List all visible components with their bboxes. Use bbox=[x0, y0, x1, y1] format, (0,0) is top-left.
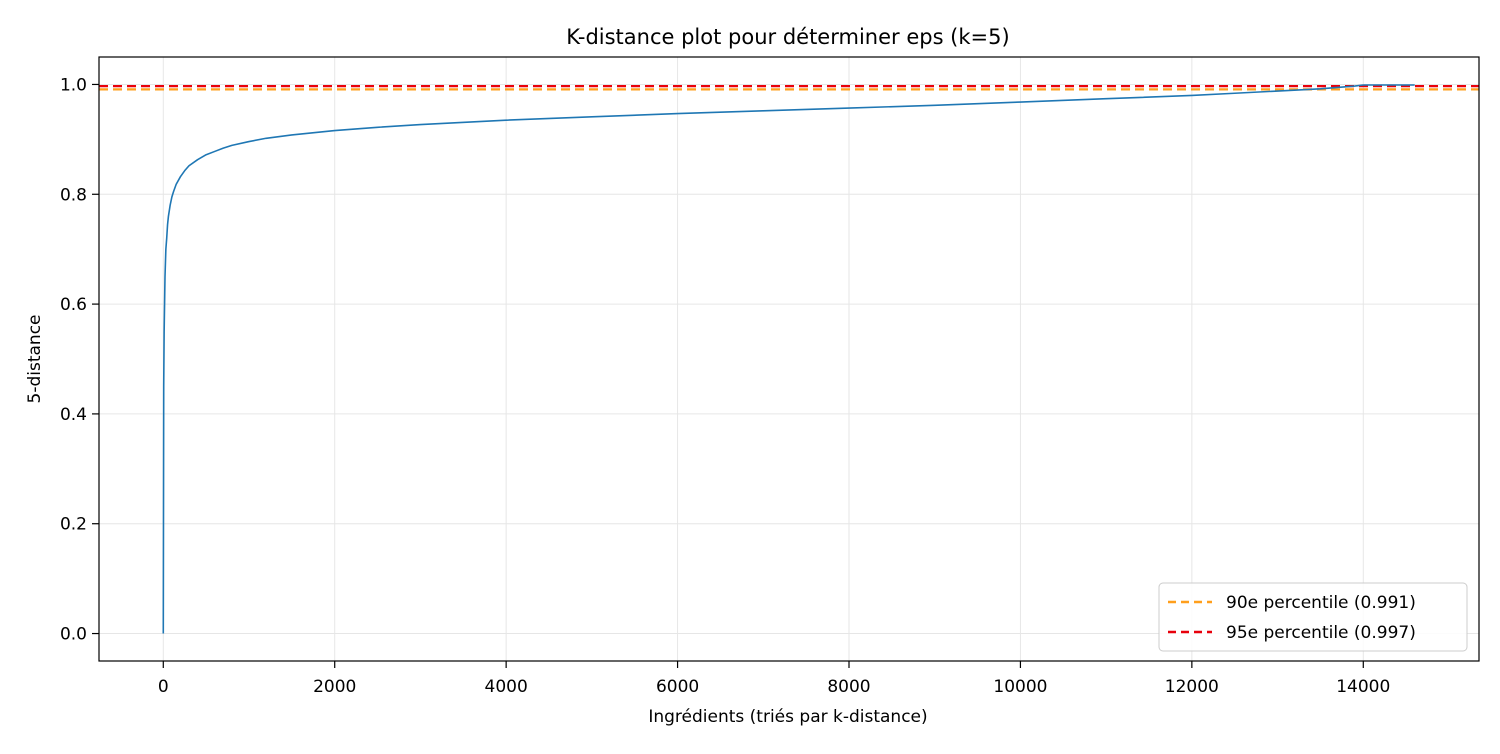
x-tick-label: 12000 bbox=[1165, 677, 1219, 697]
y-tick-label: 0.4 bbox=[60, 405, 87, 425]
y-tick-label: 0.0 bbox=[60, 625, 87, 645]
x-tick-label: 6000 bbox=[656, 677, 699, 697]
x-tick-label: 14000 bbox=[1336, 677, 1390, 697]
k-distance-curve bbox=[162, 84, 1415, 634]
x-tick-label: 4000 bbox=[485, 677, 528, 697]
series bbox=[162, 84, 1415, 634]
chart-title: K-distance plot pour déterminer eps (k=5… bbox=[566, 25, 1009, 49]
x-axis-ticks: 0 2000 4000 6000 8000 10000 12000 14000 bbox=[158, 661, 1390, 697]
grid bbox=[99, 57, 1479, 661]
x-tick-label: 2000 bbox=[313, 677, 356, 697]
y-tick-label: 0.8 bbox=[60, 185, 87, 205]
y-axis-label: 5-distance bbox=[25, 315, 45, 404]
legend-label-95th: 95e percentile (0.997) bbox=[1226, 623, 1416, 643]
y-tick-label: 1.0 bbox=[60, 75, 87, 95]
x-tick-label: 8000 bbox=[827, 677, 870, 697]
legend-label-90th: 90e percentile (0.991) bbox=[1226, 593, 1416, 613]
legend-box bbox=[1158, 582, 1468, 652]
y-axis-ticks: 0.0 0.2 0.4 0.6 0.8 1.0 bbox=[60, 75, 99, 645]
legend: 90e percentile (0.991) 95e percentile (0… bbox=[1158, 582, 1468, 652]
plot-frame bbox=[98, 56, 1480, 662]
x-tick-label: 10000 bbox=[993, 677, 1047, 697]
x-axis-label: Ingrédients (triés par k-distance) bbox=[648, 707, 927, 727]
y-tick-label: 0.6 bbox=[60, 295, 87, 315]
x-tick-label: 0 bbox=[158, 677, 169, 697]
y-tick-label: 0.2 bbox=[60, 515, 87, 535]
percentile-lines bbox=[99, 85, 1479, 91]
